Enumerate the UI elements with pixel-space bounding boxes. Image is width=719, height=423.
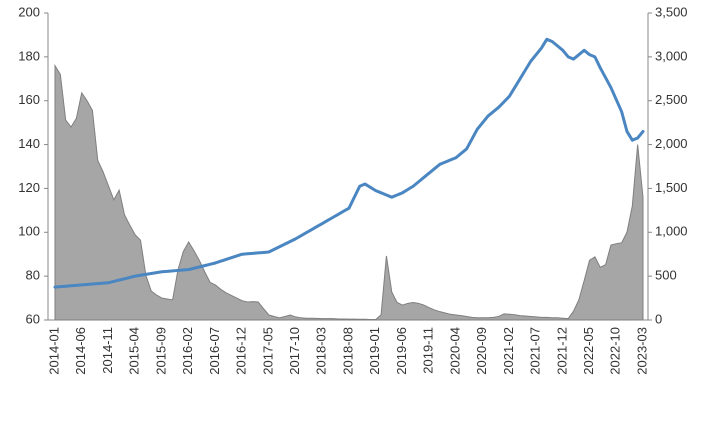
- y-tick-label: 60: [26, 311, 40, 326]
- x-tick-label: 2020-09: [474, 327, 489, 375]
- x-tick-label: 2021-07: [528, 327, 543, 375]
- x-tick-label: 2018-08: [340, 327, 355, 375]
- x-tick-label: 2023-03: [634, 327, 649, 375]
- x-tick-label: 2015-04: [127, 327, 142, 375]
- x-tick-label: 2019-06: [394, 327, 409, 375]
- x-tick-label: 2022-10: [608, 327, 623, 375]
- y2-tick-label: 0: [655, 311, 662, 326]
- y-tick-label: 80: [26, 268, 40, 283]
- x-tick-label: 2020-04: [447, 327, 462, 375]
- x-tick-label: 2014-06: [73, 327, 88, 375]
- y2-tick-label: 2,500: [655, 92, 688, 107]
- y-tick-label: 140: [18, 136, 40, 151]
- y2-tick-label: 1,000: [655, 224, 688, 239]
- y2-tick-label: 500: [655, 268, 677, 283]
- y-tick-label: 160: [18, 92, 40, 107]
- x-tick-label: 2021-02: [501, 327, 516, 375]
- y2-tick-label: 3,000: [655, 48, 688, 63]
- y-tick-label: 120: [18, 180, 40, 195]
- y-tick-label: 200: [18, 4, 40, 19]
- x-tick-label: 2019-01: [367, 327, 382, 375]
- x-tick-label: 2014-01: [46, 327, 61, 375]
- x-tick-label: 2016-12: [234, 327, 249, 375]
- x-tick-label: 2017-05: [260, 327, 275, 375]
- area: [54, 63, 644, 321]
- x-tick-label: 2018-03: [314, 327, 329, 375]
- x-tick-label: 2016-07: [207, 327, 222, 375]
- x-tick-label: 2021-12: [554, 327, 569, 375]
- y2-tick-label: 3,500: [655, 4, 688, 19]
- x-tick-label: 2019-11: [421, 327, 436, 374]
- x-tick-label: 2017-10: [287, 327, 302, 375]
- y2-tick-label: 2,000: [655, 136, 688, 151]
- y-tick-label: 180: [18, 48, 40, 63]
- x-tick-label: 2022-05: [581, 327, 596, 375]
- x-tick-label: 2016-02: [180, 327, 195, 375]
- y2-tick-label: 1,500: [655, 180, 688, 195]
- x-tick-label: 2015-09: [153, 327, 168, 375]
- line: [53, 37, 645, 289]
- y-tick-label: 100: [18, 224, 40, 239]
- x-tick-label: 2014-11: [100, 327, 115, 374]
